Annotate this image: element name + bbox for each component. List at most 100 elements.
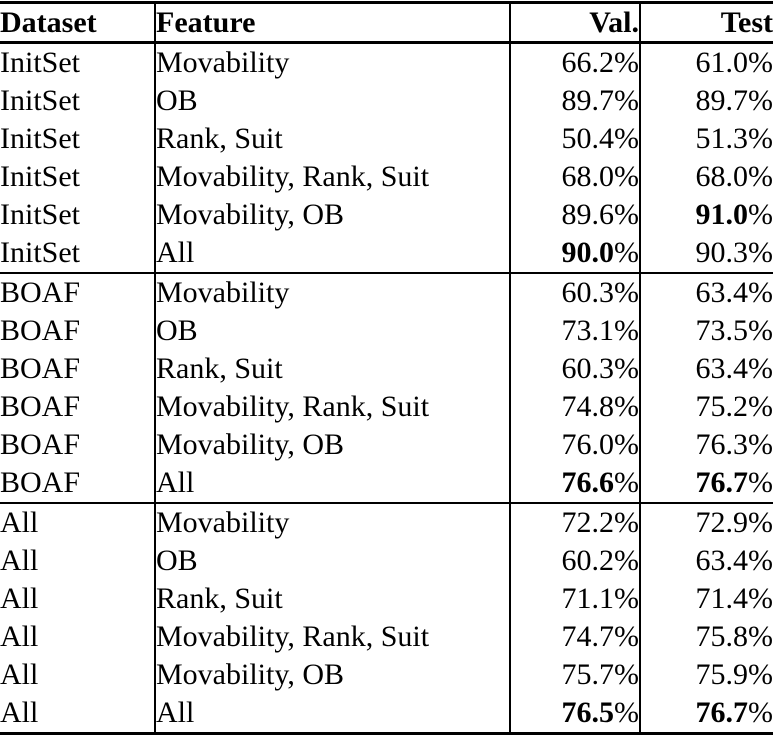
percent-sign: % [748, 46, 773, 79]
percent-sign: % [748, 544, 773, 577]
percent-sign: % [748, 314, 773, 347]
percent-sign: % [614, 620, 639, 653]
test-cell: 91.0% [639, 196, 773, 234]
feature-cell: Movability, Rank, Suit [154, 158, 510, 196]
percent-sign: % [748, 352, 773, 385]
table-row: InitSet Movability 66.2% 61.0% [0, 42, 773, 82]
percent-sign: % [614, 314, 639, 347]
test-cell: 75.9% [639, 656, 773, 694]
table-row: InitSet OB 89.7% 89.7% [0, 82, 773, 120]
percent-sign: % [748, 658, 773, 691]
test-cell: 73.5% [639, 312, 773, 350]
table-row: All All 76.5% 76.7% [0, 694, 773, 734]
dataset-cell: InitSet [0, 236, 80, 269]
feature-cell: All [154, 234, 510, 273]
table-row: All Movability 72.2% 72.9% [0, 502, 773, 542]
value-number: 60.2 [561, 544, 615, 577]
header-row: Dataset Feature Val. Test [0, 2, 773, 44]
table-row: InitSet All 90.0% 90.3% [0, 234, 773, 273]
value-number: 50.4 [561, 122, 615, 155]
header-dataset: Dataset [0, 2, 155, 44]
dataset-cell: All [0, 696, 39, 729]
percent-sign: % [614, 466, 639, 499]
percent-sign: % [614, 122, 639, 155]
val-cell: 60.3% [509, 272, 640, 312]
dataset-cell: InitSet [0, 160, 80, 193]
table-row: All Rank, Suit 71.1% 71.4% [0, 580, 773, 618]
value-number: 89.7 [561, 84, 615, 117]
dataset-cell: BOAF [0, 390, 81, 423]
percent-sign: % [748, 696, 773, 729]
table-row: All OB 60.2% 63.4% [0, 542, 773, 580]
value-number: 71.1 [561, 582, 615, 615]
val-cell: 74.7% [509, 618, 640, 656]
value-number: 75.7 [561, 658, 615, 691]
percent-sign: % [748, 582, 773, 615]
value-number: 91.0 [695, 198, 749, 231]
value-number: 76.7 [695, 696, 749, 729]
percent-sign: % [614, 506, 639, 539]
value-number: 90.3 [695, 236, 749, 269]
percent-sign: % [614, 160, 639, 193]
percent-sign: % [614, 390, 639, 423]
table-body: InitSet Movability 66.2% 61.0% InitSet OB 89.7… [0, 42, 773, 734]
feature-cell: All [154, 464, 510, 503]
value-number: 74.8 [561, 390, 615, 423]
dataset-cell: BOAF [0, 352, 81, 385]
percent-sign: % [748, 390, 773, 423]
table-row: All Movability, Rank, Suit 74.7% 75.8% [0, 618, 773, 656]
percent-sign: % [748, 160, 773, 193]
percent-sign: % [748, 506, 773, 539]
feature-cell: Movability [154, 42, 510, 82]
dataset-cell: InitSet [0, 46, 80, 79]
percent-sign: % [614, 352, 639, 385]
dataset-cell: BOAF [0, 314, 81, 347]
value-number: 74.7 [561, 620, 615, 653]
val-cell: 60.3% [509, 350, 640, 388]
val-cell: 71.1% [509, 580, 640, 618]
value-number: 71.4 [695, 582, 749, 615]
dataset-cell: All [0, 502, 155, 542]
val-cell: 90.0% [509, 234, 640, 273]
percent-sign: % [748, 276, 773, 309]
feature-cell: Movability, Rank, Suit [154, 388, 510, 426]
percent-sign: % [614, 46, 639, 79]
test-cell: 51.3% [639, 120, 773, 158]
test-cell: 90.3% [639, 234, 773, 273]
value-number: 66.2 [561, 46, 615, 79]
percent-sign: % [748, 122, 773, 155]
header-val: Val. [509, 2, 640, 44]
test-cell: 89.7% [639, 82, 773, 120]
percent-sign: % [748, 198, 773, 231]
percent-sign: % [748, 620, 773, 653]
val-cell: 73.1% [509, 312, 640, 350]
percent-sign: % [748, 428, 773, 461]
val-cell: 76.5% [509, 694, 640, 734]
val-cell: 76.0% [509, 426, 640, 464]
test-cell: 76.7% [639, 694, 773, 734]
dataset-cell: BOAF [0, 272, 155, 312]
dataset-cell: InitSet [0, 84, 80, 117]
percent-sign: % [748, 84, 773, 117]
test-cell: 63.4% [639, 542, 773, 580]
feature-cell: Movability, OB [154, 656, 510, 694]
percent-sign: % [748, 466, 773, 499]
feature-cell: Movability, OB [154, 196, 510, 234]
percent-sign: % [614, 582, 639, 615]
table-row: BOAF All 76.6% 76.7% [0, 464, 773, 503]
table-row: InitSet Movability, Rank, Suit 68.0% 68.0% [0, 158, 773, 196]
percent-sign: % [614, 428, 639, 461]
value-number: 72.2 [561, 506, 615, 539]
table-row: BOAF Rank, Suit 60.3% 63.4% [0, 350, 773, 388]
feature-cell: Rank, Suit [154, 120, 510, 158]
table-row: InitSet Movability, OB 89.6% 91.0% [0, 196, 773, 234]
val-cell: 50.4% [509, 120, 640, 158]
val-cell: 72.2% [509, 502, 640, 542]
value-number: 51.3 [695, 122, 749, 155]
value-number: 76.0 [561, 428, 615, 461]
value-number: 60.3 [561, 276, 615, 309]
feature-cell: Rank, Suit [154, 350, 510, 388]
value-number: 61.0 [695, 46, 749, 79]
value-number: 63.4 [695, 276, 749, 309]
